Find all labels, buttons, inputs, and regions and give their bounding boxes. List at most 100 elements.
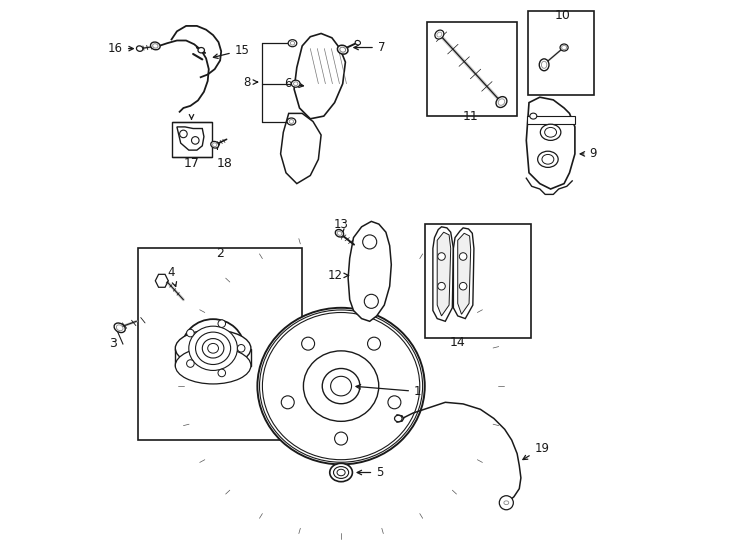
Ellipse shape xyxy=(560,44,568,51)
Polygon shape xyxy=(396,415,404,422)
Ellipse shape xyxy=(355,40,360,45)
Circle shape xyxy=(237,345,245,352)
Ellipse shape xyxy=(498,99,505,105)
Ellipse shape xyxy=(189,326,237,370)
Polygon shape xyxy=(177,127,204,150)
Circle shape xyxy=(368,337,380,350)
Circle shape xyxy=(180,130,187,138)
Ellipse shape xyxy=(208,343,219,353)
Circle shape xyxy=(335,432,348,445)
Text: 7: 7 xyxy=(354,41,385,54)
Ellipse shape xyxy=(198,48,205,53)
Ellipse shape xyxy=(542,62,547,68)
Ellipse shape xyxy=(545,127,556,137)
Polygon shape xyxy=(526,97,575,189)
Ellipse shape xyxy=(291,80,300,87)
Circle shape xyxy=(437,282,446,290)
Text: 3: 3 xyxy=(109,338,117,350)
Text: 11: 11 xyxy=(463,110,479,123)
Text: 8: 8 xyxy=(244,76,258,89)
Ellipse shape xyxy=(330,376,352,396)
Ellipse shape xyxy=(337,469,345,476)
Ellipse shape xyxy=(562,45,567,50)
Circle shape xyxy=(186,329,195,337)
Ellipse shape xyxy=(322,368,360,404)
Text: 10: 10 xyxy=(555,9,570,22)
Text: 14: 14 xyxy=(450,336,465,349)
Ellipse shape xyxy=(117,325,123,330)
Ellipse shape xyxy=(335,230,344,237)
Ellipse shape xyxy=(435,30,444,39)
Text: 15: 15 xyxy=(214,44,250,58)
Text: 5: 5 xyxy=(357,466,384,479)
Bar xyxy=(528,11,594,94)
Ellipse shape xyxy=(496,97,507,107)
Text: 4: 4 xyxy=(168,266,177,287)
Ellipse shape xyxy=(291,42,294,45)
Ellipse shape xyxy=(539,59,549,71)
Ellipse shape xyxy=(262,313,420,460)
Polygon shape xyxy=(437,232,451,316)
Ellipse shape xyxy=(182,319,244,377)
Ellipse shape xyxy=(288,40,297,47)
Text: 12: 12 xyxy=(327,269,349,282)
Text: 19: 19 xyxy=(523,442,550,460)
Ellipse shape xyxy=(137,46,143,51)
Ellipse shape xyxy=(203,339,224,358)
Ellipse shape xyxy=(211,141,219,148)
Ellipse shape xyxy=(258,308,425,464)
Polygon shape xyxy=(156,274,168,287)
Polygon shape xyxy=(454,228,474,319)
Circle shape xyxy=(186,360,195,367)
Circle shape xyxy=(459,253,467,260)
Text: 18: 18 xyxy=(217,157,233,170)
Circle shape xyxy=(218,369,225,377)
Ellipse shape xyxy=(195,332,230,365)
Bar xyxy=(172,122,212,157)
Bar xyxy=(427,22,517,116)
Ellipse shape xyxy=(175,330,251,367)
Ellipse shape xyxy=(294,82,298,85)
Ellipse shape xyxy=(395,415,402,422)
Ellipse shape xyxy=(330,463,352,482)
Ellipse shape xyxy=(530,113,537,119)
Ellipse shape xyxy=(537,151,558,167)
Ellipse shape xyxy=(542,154,554,164)
Ellipse shape xyxy=(289,120,294,123)
Ellipse shape xyxy=(287,118,296,125)
Circle shape xyxy=(499,496,513,510)
Ellipse shape xyxy=(540,124,561,140)
Text: 9: 9 xyxy=(580,147,597,160)
Bar xyxy=(137,248,302,440)
Text: 17: 17 xyxy=(184,157,200,170)
Circle shape xyxy=(192,137,199,144)
Circle shape xyxy=(364,294,378,308)
Bar xyxy=(425,224,531,338)
Circle shape xyxy=(459,282,467,290)
Text: 13: 13 xyxy=(334,218,349,234)
Text: 16: 16 xyxy=(108,42,134,55)
Ellipse shape xyxy=(338,45,348,54)
Text: 2: 2 xyxy=(217,247,224,260)
Polygon shape xyxy=(458,233,470,314)
Ellipse shape xyxy=(213,143,217,147)
Text: 6: 6 xyxy=(284,77,303,90)
Circle shape xyxy=(218,320,225,327)
Ellipse shape xyxy=(153,44,158,48)
Ellipse shape xyxy=(303,351,379,421)
Bar xyxy=(528,116,575,124)
Ellipse shape xyxy=(333,467,349,478)
Text: 1: 1 xyxy=(356,384,421,398)
Circle shape xyxy=(281,396,294,409)
Circle shape xyxy=(302,337,315,350)
Ellipse shape xyxy=(504,501,509,504)
Polygon shape xyxy=(280,113,321,184)
Polygon shape xyxy=(433,227,454,321)
Circle shape xyxy=(388,396,401,409)
Ellipse shape xyxy=(337,231,342,235)
Ellipse shape xyxy=(114,323,126,333)
Ellipse shape xyxy=(175,347,251,384)
Circle shape xyxy=(437,253,446,260)
Polygon shape xyxy=(348,221,391,321)
Ellipse shape xyxy=(150,42,160,50)
